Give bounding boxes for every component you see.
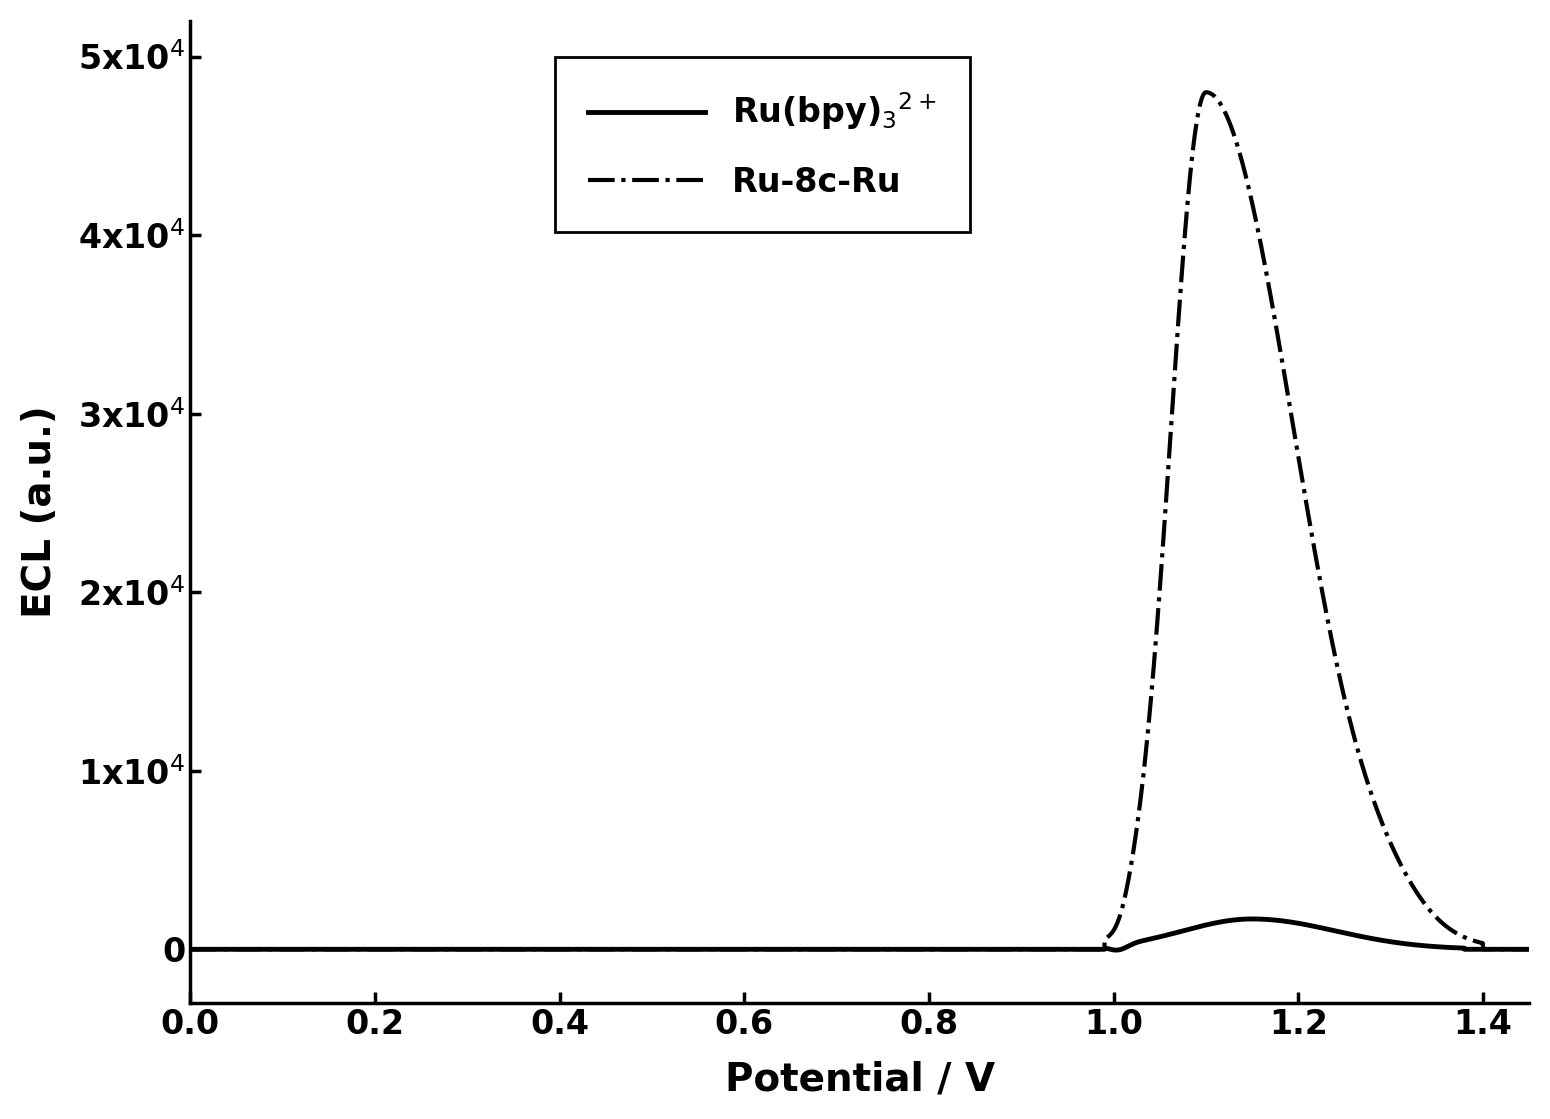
Ru-8c-Ru xyxy=(1521,942,1539,956)
Ru(bpy)$_3$$^{2+}$ xyxy=(1282,915,1300,929)
Ru(bpy)$_3$$^{2+}$ xyxy=(984,942,1003,956)
Ru(bpy)$_3$$^{2+}$ xyxy=(1107,943,1125,957)
Ru(bpy)$_3$$^{2+}$ xyxy=(1052,942,1071,956)
Ru-8c-Ru xyxy=(984,942,1003,956)
Y-axis label: ECL (a.u.): ECL (a.u.) xyxy=(20,405,59,618)
Ru-8c-Ru xyxy=(1180,177,1198,190)
Ru(bpy)$_3$$^{2+}$ xyxy=(1180,922,1198,935)
Line: Ru-8c-Ru: Ru-8c-Ru xyxy=(191,92,1530,949)
Ru-8c-Ru xyxy=(181,942,200,956)
Ru(bpy)$_3$$^{2+}$ xyxy=(181,942,200,956)
Ru(bpy)$_3$$^{2+}$ xyxy=(1243,912,1262,925)
Ru-8c-Ru xyxy=(1282,408,1300,422)
Line: Ru(bpy)$_3$$^{2+}$: Ru(bpy)$_3$$^{2+}$ xyxy=(191,919,1530,950)
Legend: Ru(bpy)$_3$$^{2+}$, Ru-8c-Ru: Ru(bpy)$_3$$^{2+}$, Ru-8c-Ru xyxy=(555,57,970,232)
Ru(bpy)$_3$$^{2+}$ xyxy=(1521,942,1539,956)
Ru(bpy)$_3$$^{2+}$ xyxy=(425,942,443,956)
Ru-8c-Ru xyxy=(1197,85,1215,98)
X-axis label: Potential / V: Potential / V xyxy=(725,1060,995,1098)
Ru-8c-Ru xyxy=(425,942,443,956)
Ru-8c-Ru xyxy=(1052,942,1071,956)
Ru-8c-Ru xyxy=(693,942,711,956)
Ru(bpy)$_3$$^{2+}$ xyxy=(693,942,711,956)
